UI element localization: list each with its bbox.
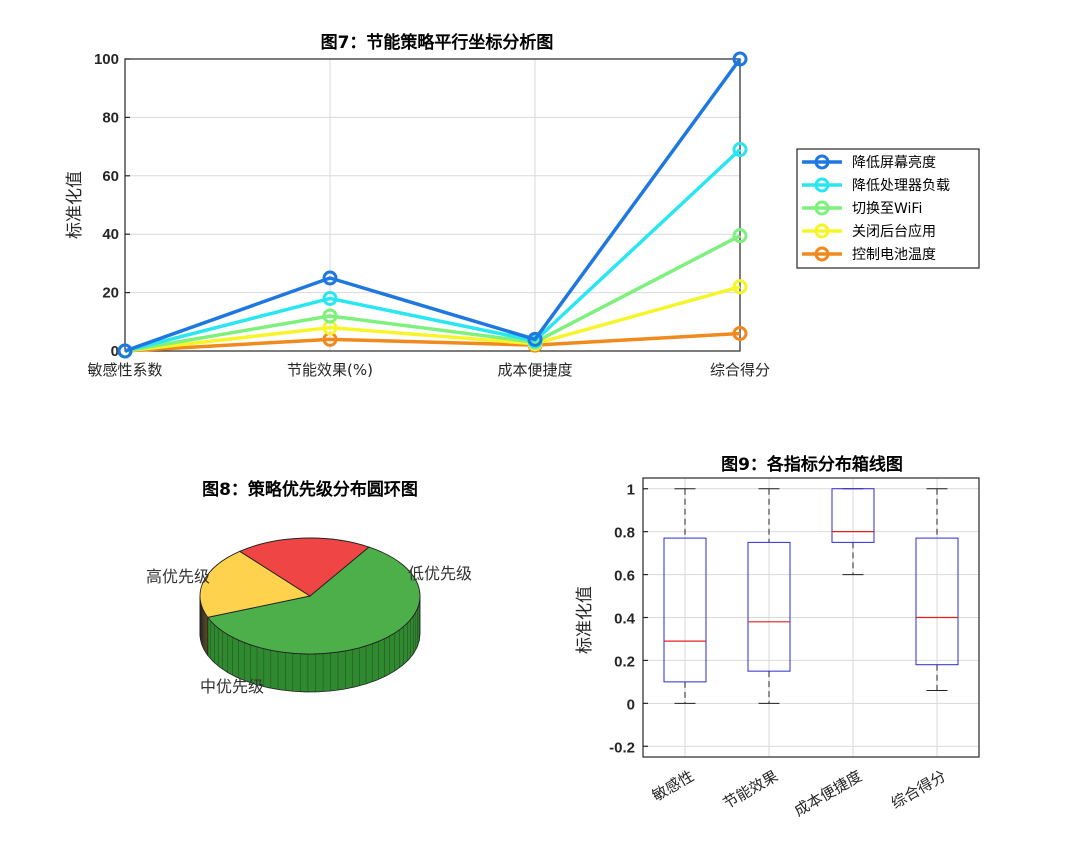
chart1-ytick-label: 60 [102, 168, 119, 185]
parallel-coordinates-chart: 0 20 40 60 80 100 敏感性系数 节能效果(%) 成本便捷度 综合得分 图7：节能策… [65, 32, 980, 379]
pie-slice-label: 低优先级 [408, 564, 472, 583]
chart3-box [663, 537, 707, 683]
chart3-xtick-label: 节能效果 [720, 767, 781, 813]
chart1-legend-marker [814, 223, 830, 239]
chart3-ytick-label: 0.4 [614, 611, 636, 628]
chart2-title: 图8：策略优先级分布圆环图 [202, 479, 418, 500]
chart3-box-group [747, 488, 791, 704]
chart1-data-point [732, 228, 748, 244]
chart1-axes-box [124, 58, 741, 352]
chart1-data-point [732, 325, 748, 341]
chart1-ytick-label: 40 [102, 226, 119, 243]
chart3-xtick-label: 综合得分 [888, 767, 949, 813]
chart1-ytick-label: 80 [102, 109, 119, 126]
chart1-legend-marker [814, 154, 830, 170]
chart3-xtick-label: 成本便捷度 [791, 767, 865, 820]
chart1-data-point [732, 279, 748, 295]
pie-slice [199, 550, 312, 618]
chart1-ytick-label: 0 [111, 343, 119, 360]
box-plot-chart: -0.2 0 0.2 0.4 0.6 0.8 1 敏感性 节能效果 成本便捷度 综合得分 图9：各指… [575, 454, 980, 820]
chart1-legend-marker [814, 246, 830, 262]
chart1-xtick-label: 节能效果(%) [287, 361, 373, 379]
pie-slice-label: 高优先级 [146, 567, 210, 586]
chart1-legend-label: 关闭后台应用 [852, 223, 936, 240]
chart1-data-point [322, 308, 338, 324]
chart1-series-line [124, 234, 741, 353]
chart3-ylabel: 标准化值 [575, 586, 595, 654]
chart1-series-line [124, 57, 742, 353]
chart3-box-group [831, 488, 875, 576]
chart1-ytick-label: 20 [102, 285, 119, 302]
chart3-ytick-label: -0.2 [609, 739, 635, 756]
chart1-legend-marker [814, 177, 830, 193]
chart3-title: 图9：各指标分布箱线图 [721, 454, 903, 475]
chart1-legend-label: 控制电池温度 [852, 247, 936, 263]
chart3-ytick-label: 0.2 [614, 653, 635, 670]
chart1-legend-label: 降低屏幕亮度 [852, 154, 936, 171]
chart1-legend-label: 降低处理器负载 [852, 178, 950, 194]
chart1-xtick-label: 成本便捷度 [497, 361, 572, 379]
chart1-title: 图7：节能策略平行坐标分析图 [321, 32, 554, 53]
chart1-series-line [124, 331, 741, 353]
chart1-ylabel: 标准化值 [65, 171, 85, 239]
chart3-ytick-label: 0.6 [614, 568, 635, 585]
chart1-series [117, 51, 748, 359]
chart1-data-point [732, 51, 748, 67]
chart3-ytick-label: 0.8 [614, 525, 635, 542]
chart1-xtick-label: 综合得分 [710, 361, 770, 379]
chart1-legend-label: 切换至WiFi [852, 200, 922, 217]
chart3-ytick-label: 0 [627, 696, 635, 713]
chart3-xtick-label: 敏感性 [649, 767, 697, 805]
chart3-box [831, 488, 875, 543]
chart3-ytick-label: 1 [627, 482, 635, 499]
chart3-box [747, 541, 791, 672]
chart3-box-group [663, 488, 707, 704]
pie-slice-label: 中优先级 [200, 677, 264, 696]
chart1-data-point [527, 331, 543, 347]
chart1-series-line [124, 285, 741, 353]
pie-slice [206, 546, 421, 655]
chart1-data-point [322, 270, 338, 286]
chart3-box-group [915, 488, 959, 691]
chart1-ytick-label: 100 [94, 51, 119, 68]
chart1-legend-marker [814, 200, 830, 216]
chart1-xtick-label: 敏感性系数 [87, 361, 162, 379]
chart3-box [915, 537, 959, 666]
chart1-data-point [322, 290, 338, 306]
pie-slice [238, 537, 370, 597]
chart1-series-line [124, 148, 742, 353]
chart1-data-point [732, 142, 748, 158]
chart1-data-point [117, 343, 133, 359]
